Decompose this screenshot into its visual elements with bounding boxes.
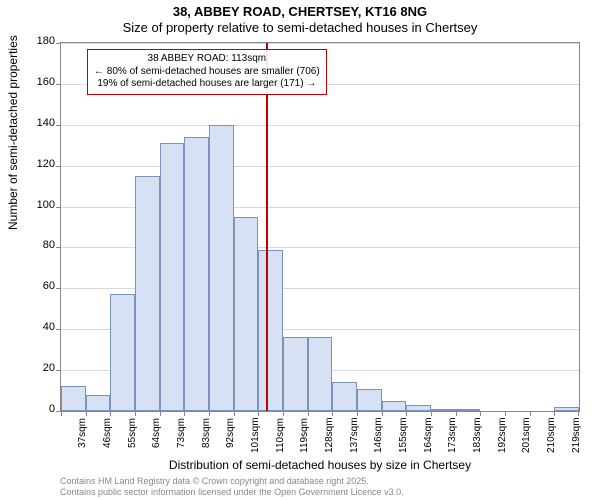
histogram-bar	[283, 337, 308, 411]
y-tick-label: 0	[15, 403, 55, 415]
histogram-bar	[86, 395, 111, 411]
x-tick	[578, 411, 579, 416]
x-tick-label: 119sqm	[299, 418, 310, 453]
x-tick	[61, 411, 62, 416]
x-tick-label: 92sqm	[225, 418, 236, 453]
histogram-bar	[110, 294, 135, 411]
x-tick	[456, 411, 457, 416]
x-tick-label: 173sqm	[447, 418, 458, 453]
y-tick-label: 20	[15, 362, 55, 374]
histogram-bar	[160, 143, 185, 411]
x-tick	[135, 411, 136, 416]
x-tick-label: 73sqm	[176, 418, 187, 453]
histogram-bar	[135, 176, 160, 411]
y-tick-label: 100	[15, 199, 55, 211]
x-tick-label: 83sqm	[201, 418, 212, 453]
histogram-bar	[554, 407, 579, 411]
y-tick	[56, 247, 61, 248]
histogram-bar	[61, 386, 86, 411]
y-tick	[56, 329, 61, 330]
histogram-bar	[431, 409, 456, 411]
gridline	[61, 43, 579, 44]
chart-container: 38, ABBEY ROAD, CHERTSEY, KT16 8NG Size …	[0, 0, 600, 500]
y-tick-label: 140	[15, 117, 55, 129]
credits-line2: Contains public sector information licen…	[60, 487, 404, 498]
x-tick	[283, 411, 284, 416]
x-tick-label: 64sqm	[151, 418, 162, 453]
histogram-bar	[234, 217, 259, 411]
y-tick-label: 180	[15, 35, 55, 47]
y-tick	[56, 43, 61, 44]
histogram-bar	[406, 405, 431, 411]
marker-line	[266, 43, 268, 411]
x-tick	[554, 411, 555, 416]
x-tick-label: 137sqm	[349, 418, 360, 453]
x-tick	[234, 411, 235, 416]
x-tick-label: 46sqm	[102, 418, 113, 453]
x-tick-label: 210sqm	[546, 418, 557, 453]
x-tick-label: 192sqm	[497, 418, 508, 453]
credits-text: Contains HM Land Registry data © Crown c…	[60, 476, 404, 498]
x-tick	[160, 411, 161, 416]
y-tick-label: 120	[15, 158, 55, 170]
y-tick-label: 80	[15, 239, 55, 251]
x-tick	[184, 411, 185, 416]
x-tick-label: 55sqm	[127, 418, 138, 453]
histogram-bar	[308, 337, 333, 411]
y-tick-label: 60	[15, 280, 55, 292]
x-tick-label: 37sqm	[77, 418, 88, 453]
x-tick-label: 219sqm	[571, 418, 582, 453]
x-tick	[357, 411, 358, 416]
marker-annotation-box: 38 ABBEY ROAD: 113sqm← 80% of semi-detac…	[87, 49, 327, 95]
credits-line1: Contains HM Land Registry data © Crown c…	[60, 476, 404, 487]
x-tick-label: 155sqm	[398, 418, 409, 453]
y-tick	[56, 370, 61, 371]
x-tick-label: 128sqm	[324, 418, 335, 453]
x-tick	[505, 411, 506, 416]
x-tick-label: 201sqm	[521, 418, 532, 453]
y-tick-label: 40	[15, 321, 55, 333]
histogram-bar	[258, 250, 283, 412]
x-tick	[308, 411, 309, 416]
histogram-bar	[332, 382, 357, 411]
gridline	[61, 125, 579, 126]
x-tick	[480, 411, 481, 416]
chart-title-line2: Size of property relative to semi-detach…	[0, 20, 600, 35]
x-tick	[382, 411, 383, 416]
x-tick-label: 101sqm	[250, 418, 261, 453]
histogram-bar	[209, 125, 234, 411]
plot-area: 38 ABBEY ROAD: 113sqm← 80% of semi-detac…	[60, 42, 580, 412]
x-tick	[406, 411, 407, 416]
y-tick	[56, 207, 61, 208]
x-tick-label: 110sqm	[275, 418, 286, 453]
x-tick	[431, 411, 432, 416]
histogram-bar	[382, 401, 407, 411]
x-tick	[332, 411, 333, 416]
y-tick	[56, 84, 61, 85]
x-tick-label: 146sqm	[373, 418, 384, 453]
x-tick-label: 164sqm	[423, 418, 434, 453]
x-tick	[86, 411, 87, 416]
x-tick	[258, 411, 259, 416]
y-tick-label: 160	[15, 76, 55, 88]
x-tick-label: 183sqm	[472, 418, 483, 453]
x-tick	[530, 411, 531, 416]
y-tick	[56, 125, 61, 126]
y-tick	[56, 288, 61, 289]
x-tick	[110, 411, 111, 416]
x-tick	[209, 411, 210, 416]
gridline	[61, 166, 579, 167]
histogram-bar	[184, 137, 209, 411]
chart-title-line1: 38, ABBEY ROAD, CHERTSEY, KT16 8NG	[0, 4, 600, 19]
histogram-bar	[357, 389, 382, 411]
y-tick	[56, 166, 61, 167]
histogram-bar	[456, 409, 481, 411]
x-axis-label: Distribution of semi-detached houses by …	[60, 458, 580, 472]
